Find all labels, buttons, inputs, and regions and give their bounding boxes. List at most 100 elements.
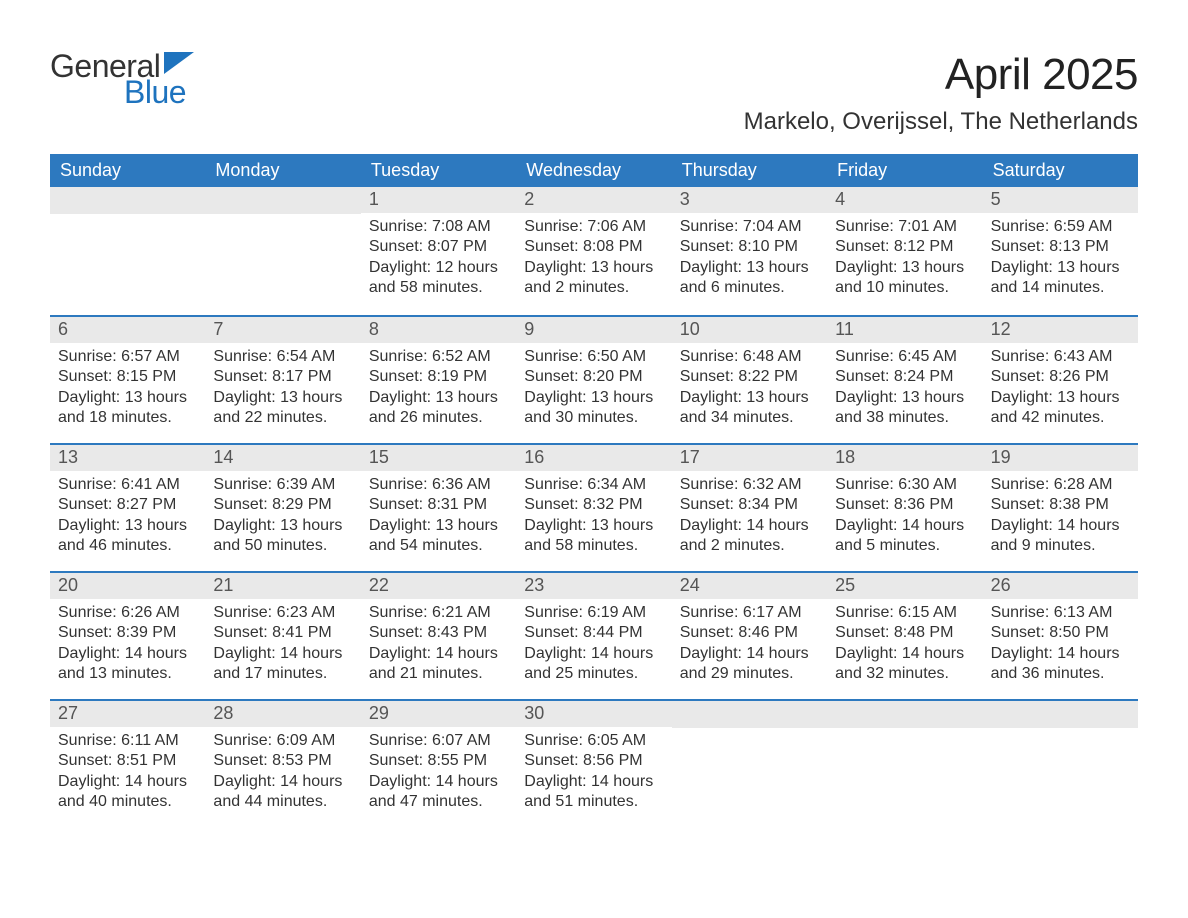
day-number: 9 [516,317,671,343]
day-body: Sunrise: 6:09 AMSunset: 8:53 PMDaylight:… [205,727,360,819]
sunset-line: Sunset: 8:38 PM [991,495,1130,515]
daylight-line: Daylight: 13 hours and 18 minutes. [58,388,197,429]
sunrise-value: 6:13 AM [1054,604,1113,621]
day-body: Sunrise: 7:04 AMSunset: 8:10 PMDaylight:… [672,213,827,305]
sunrise-line: Sunrise: 7:04 AM [680,217,819,237]
sunrise-line: Sunrise: 6:05 AM [524,731,663,751]
sunrise-value: 6:41 AM [121,476,180,493]
sunrise-label: Sunrise: [524,348,587,365]
sunrise-line: Sunrise: 6:30 AM [835,475,974,495]
day-number: 21 [205,573,360,599]
calendar-cell: 1Sunrise: 7:08 AMSunset: 8:07 PMDaylight… [361,187,516,315]
sunset-line: Sunset: 8:31 PM [369,495,508,515]
day-header: Friday [827,154,982,187]
day-number: 24 [672,573,827,599]
sunset-label: Sunset: [524,238,583,255]
daylight-line: Daylight: 12 hours and 58 minutes. [369,258,508,299]
daylight-label: Daylight: [213,645,280,662]
day-number: 6 [50,317,205,343]
sunrise-value: 6:36 AM [432,476,491,493]
calendar-cell: 28Sunrise: 6:09 AMSunset: 8:53 PMDayligh… [205,699,360,827]
empty-day-strip [205,187,360,214]
sunrise-label: Sunrise: [835,476,898,493]
sunrise-value: 6:39 AM [277,476,336,493]
daylight-line: Daylight: 13 hours and 2 minutes. [524,258,663,299]
calendar-cell: 13Sunrise: 6:41 AMSunset: 8:27 PMDayligh… [50,443,205,571]
sunrise-line: Sunrise: 6:11 AM [58,731,197,751]
daylight-line: Daylight: 14 hours and 44 minutes. [213,772,352,813]
sunrise-line: Sunrise: 6:21 AM [369,603,508,623]
daylight-label: Daylight: [680,517,747,534]
daylight-line: Daylight: 13 hours and 6 minutes. [680,258,819,299]
sunrise-value: 6:11 AM [121,732,179,749]
logo: General Blue [50,50,194,108]
sunset-value: 8:22 PM [738,368,798,385]
sunrise-label: Sunrise: [991,348,1054,365]
daylight-label: Daylight: [58,645,125,662]
daylight-label: Daylight: [369,517,436,534]
page: General Blue April 2025 Markelo, Overijs… [0,0,1188,867]
sunset-line: Sunset: 8:53 PM [213,751,352,771]
sunset-value: 8:07 PM [428,238,488,255]
calendar-cell: 24Sunrise: 6:17 AMSunset: 8:46 PMDayligh… [672,571,827,699]
calendar-cell: 20Sunrise: 6:26 AMSunset: 8:39 PMDayligh… [50,571,205,699]
empty-day-strip [827,701,982,728]
day-body: Sunrise: 6:41 AMSunset: 8:27 PMDaylight:… [50,471,205,563]
daylight-line: Daylight: 13 hours and 22 minutes. [213,388,352,429]
sunset-value: 8:17 PM [272,368,332,385]
sunrise-label: Sunrise: [835,604,898,621]
sunrise-label: Sunrise: [58,604,121,621]
calendar-cell: 2Sunrise: 7:06 AMSunset: 8:08 PMDaylight… [516,187,671,315]
day-number: 26 [983,573,1138,599]
header: General Blue April 2025 Markelo, Overijs… [50,50,1138,136]
calendar-cell: 11Sunrise: 6:45 AMSunset: 8:24 PMDayligh… [827,315,982,443]
sunset-line: Sunset: 8:20 PM [524,367,663,387]
sunset-value: 8:51 PM [117,752,177,769]
daylight-line: Daylight: 13 hours and 58 minutes. [524,516,663,557]
sunrise-line: Sunrise: 7:01 AM [835,217,974,237]
sunrise-label: Sunrise: [58,348,121,365]
sunset-label: Sunset: [835,368,894,385]
daylight-label: Daylight: [680,259,747,276]
sunrise-line: Sunrise: 6:19 AM [524,603,663,623]
calendar-cell [672,699,827,827]
sunrise-label: Sunrise: [680,348,743,365]
sunrise-value: 7:06 AM [587,218,646,235]
sunrise-label: Sunrise: [58,732,121,749]
day-body: Sunrise: 6:05 AMSunset: 8:56 PMDaylight:… [516,727,671,819]
daylight-line: Daylight: 13 hours and 46 minutes. [58,516,197,557]
sunrise-label: Sunrise: [58,476,121,493]
daylight-line: Daylight: 13 hours and 54 minutes. [369,516,508,557]
sunrise-value: 6:52 AM [432,348,491,365]
daylight-label: Daylight: [213,389,280,406]
sunset-line: Sunset: 8:29 PM [213,495,352,515]
day-body: Sunrise: 7:06 AMSunset: 8:08 PMDaylight:… [516,213,671,305]
sunrise-line: Sunrise: 6:43 AM [991,347,1130,367]
sunrise-line: Sunrise: 6:23 AM [213,603,352,623]
daylight-label: Daylight: [680,645,747,662]
sunrise-label: Sunrise: [680,604,743,621]
sunset-value: 8:24 PM [894,368,954,385]
sunset-value: 8:56 PM [583,752,643,769]
calendar-cell: 26Sunrise: 6:13 AMSunset: 8:50 PMDayligh… [983,571,1138,699]
sunset-value: 8:20 PM [583,368,643,385]
day-body: Sunrise: 6:50 AMSunset: 8:20 PMDaylight:… [516,343,671,435]
sunset-value: 8:46 PM [738,624,798,641]
sunrise-line: Sunrise: 6:13 AM [991,603,1130,623]
sunrise-line: Sunrise: 6:48 AM [680,347,819,367]
day-body: Sunrise: 6:17 AMSunset: 8:46 PMDaylight:… [672,599,827,691]
sunrise-value: 6:43 AM [1054,348,1113,365]
sunrise-value: 6:45 AM [898,348,957,365]
daylight-label: Daylight: [524,389,591,406]
sunset-line: Sunset: 8:19 PM [369,367,508,387]
daylight-line: Daylight: 13 hours and 42 minutes. [991,388,1130,429]
sunset-label: Sunset: [991,624,1050,641]
sunrise-label: Sunrise: [369,604,432,621]
calendar-cell [827,699,982,827]
sunrise-value: 6:32 AM [743,476,802,493]
sunset-line: Sunset: 8:32 PM [524,495,663,515]
day-body: Sunrise: 6:21 AMSunset: 8:43 PMDaylight:… [361,599,516,691]
day-number: 22 [361,573,516,599]
day-header: Saturday [983,154,1138,187]
day-body: Sunrise: 6:19 AMSunset: 8:44 PMDaylight:… [516,599,671,691]
